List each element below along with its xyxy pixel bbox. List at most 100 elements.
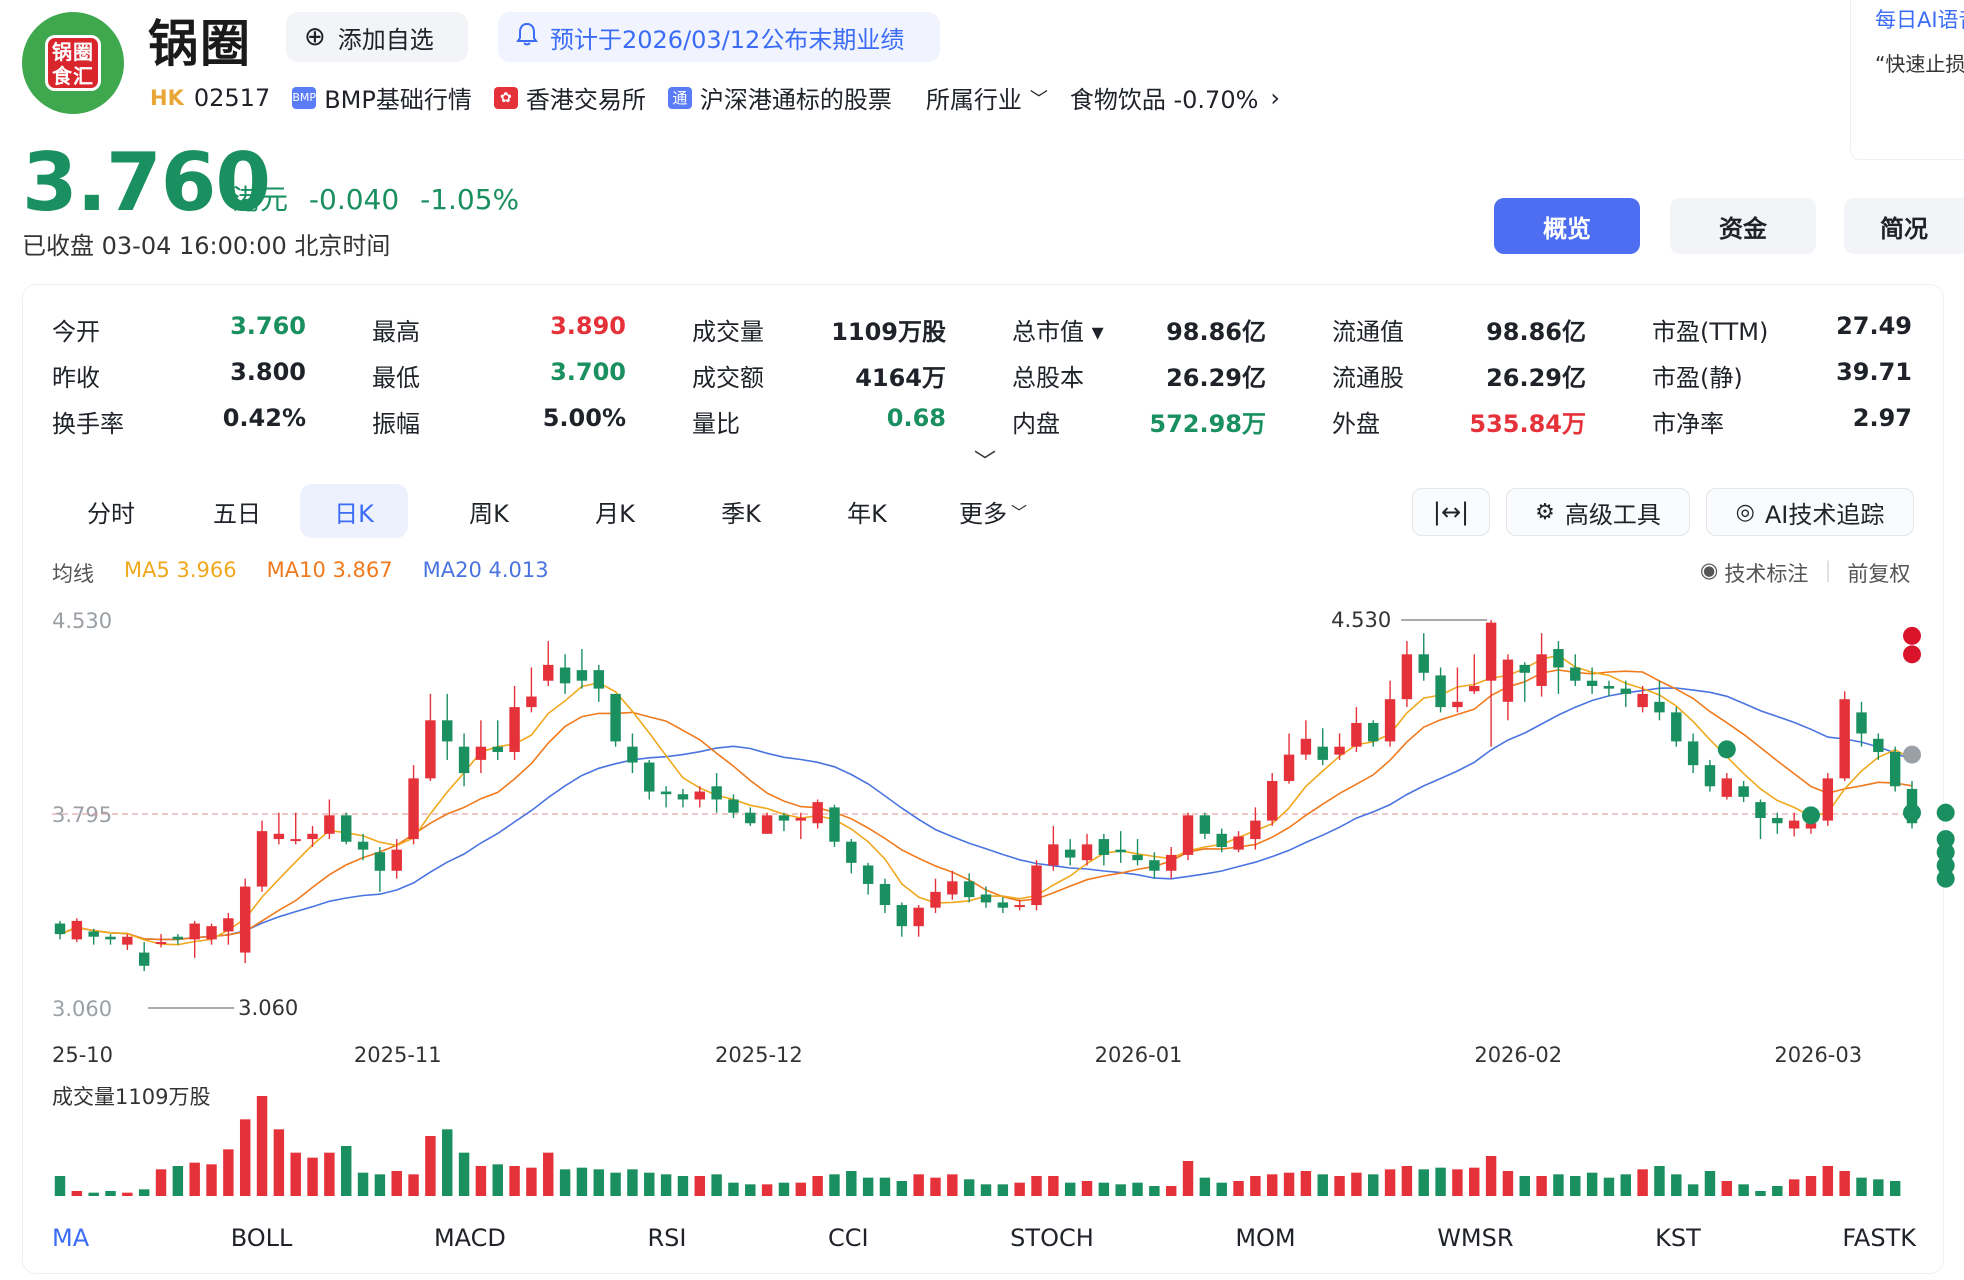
candle-body <box>997 902 1009 908</box>
period-tab-daily[interactable]: 日K <box>300 484 408 538</box>
volume-bar <box>307 1157 318 1196</box>
tab-profile[interactable]: 简况 <box>1844 198 1964 254</box>
quote-cell: 流通股 26.29亿 <box>1332 358 1652 393</box>
volume-bar <box>812 1176 823 1196</box>
volume-bar <box>1418 1169 1429 1196</box>
indicator-tab-boll[interactable]: BOLL <box>230 1224 293 1252</box>
expand-quotes-chevron-icon[interactable]: ﹀ <box>974 450 997 475</box>
volume-bar <box>1014 1182 1025 1196</box>
period-tab-more[interactable]: 更多 ﹀ <box>930 484 1056 538</box>
indicator-tab-mom[interactable]: MOM <box>1235 1224 1296 1252</box>
last-price: 3.760 <box>22 136 271 229</box>
indicator-tab-ma[interactable]: MA <box>52 1224 90 1252</box>
earnings-notice[interactable]: 预计于2026/03/12公布末期业绩 <box>498 12 940 62</box>
candle-body <box>138 952 150 966</box>
volume-bar <box>425 1136 436 1196</box>
candle-body <box>593 670 604 689</box>
indicator-tab-fastk[interactable]: FASTK <box>1842 1224 1916 1252</box>
candle-body <box>812 802 823 824</box>
quote-value: 26.29亿 <box>1166 363 1266 392</box>
hkex-flag-icon: ✿ <box>493 86 518 109</box>
period-tab-monthly[interactable]: 月K <box>595 499 635 528</box>
candle-body <box>1401 654 1413 700</box>
buy-signal-dot <box>1936 803 1955 822</box>
quote-value: 26.29亿 <box>1486 363 1586 392</box>
volume-bar <box>1064 1182 1076 1196</box>
volume-bar <box>1586 1172 1598 1196</box>
period-tab-yearly[interactable]: 年K <box>847 499 887 528</box>
x-axis-label: 25-10 <box>52 1043 113 1067</box>
volume-bar <box>728 1182 739 1196</box>
candle-body <box>1721 778 1733 797</box>
candle-body <box>1873 738 1884 752</box>
volume-bar <box>1098 1182 1110 1196</box>
volume-bar <box>189 1162 200 1196</box>
ma-legend: 均线 MA5 3.966 MA10 3.867 MA20 4.013 <box>52 558 579 588</box>
tab-capital[interactable]: 资金 <box>1670 198 1816 254</box>
ai-voice-card[interactable]: 每日AI语音 “快速止损 <box>1850 0 1964 160</box>
volume-bar <box>340 1146 352 1196</box>
tech-mark-toggle[interactable]: 技术标注 <box>1724 562 1809 586</box>
quote-cell: 换手率 0.42% <box>52 404 372 439</box>
indicator-tab-rsi[interactable]: RSI <box>647 1224 687 1252</box>
indicator-tab-cci[interactable]: CCI <box>828 1224 869 1252</box>
add-watchlist-button[interactable]: ⊕ 添加自选 <box>286 12 468 62</box>
period-tab-intraday[interactable]: 分时 <box>87 499 135 528</box>
candle-body <box>543 664 554 681</box>
period-tab-weekly[interactable]: 周K <box>469 499 509 528</box>
high-marker-label: 4.530 <box>1331 608 1391 632</box>
industry-link[interactable]: 食物饮品 -0.70% › <box>1070 80 1280 115</box>
advanced-tools-button[interactable]: ⚙ 高级工具 <box>1506 488 1690 536</box>
industry-dropdown[interactable]: 所属行业 ﹀ <box>926 80 1048 115</box>
candle-body <box>340 815 352 842</box>
buy-signal-dot <box>1903 803 1921 822</box>
volume-bar <box>761 1184 773 1196</box>
volume-bar <box>930 1177 941 1196</box>
indicator-tab-wmsr[interactable]: WMSR <box>1437 1224 1514 1252</box>
candle-body <box>1182 815 1194 855</box>
candle-body <box>829 807 840 842</box>
adjust-toggle[interactable]: 前复权 <box>1847 562 1911 586</box>
meta-item-connect[interactable]: 通 沪深港通标的股票 <box>667 80 892 115</box>
candle-body <box>1856 712 1867 734</box>
quote-value: 535.84万 <box>1469 409 1586 438</box>
candle-body <box>1283 754 1295 782</box>
quote-label: 总市值 ▾ <box>1012 317 1104 346</box>
candle-body <box>627 746 638 763</box>
candle-body <box>475 746 487 760</box>
candle-body <box>660 791 672 795</box>
candle-body <box>307 833 318 840</box>
quote-grid: 今开 3.760 最高 3.890 成交量 1109万股 总市值 ▾ 98.86亿 流通值 98.… <box>52 306 1920 444</box>
candle-body <box>1115 849 1126 853</box>
volume-bar <box>1856 1177 1867 1196</box>
volume-bar <box>576 1167 588 1196</box>
indicator-tab-stoch[interactable]: STOCH <box>1010 1224 1094 1252</box>
volume-bar <box>374 1174 386 1196</box>
buy-signal-dot <box>1801 806 1820 825</box>
volume-bar <box>509 1166 520 1196</box>
volume-bar <box>947 1174 958 1196</box>
meta-item-hkex[interactable]: ✿ 香港交易所 <box>493 80 646 115</box>
fit-width-button[interactable]: |↔| <box>1412 488 1490 536</box>
period-tab-5day[interactable]: 五日 <box>213 499 261 528</box>
ai-track-button[interactable]: ◎ AI技术追踪 <box>1706 488 1914 536</box>
candle-body <box>1485 622 1497 681</box>
candle-body <box>677 794 689 800</box>
candle-body <box>559 667 571 684</box>
meta-item-bmp[interactable]: BMP BMP基础行情 <box>292 80 472 115</box>
candle-body <box>963 881 975 898</box>
candle-body <box>576 670 588 681</box>
meta-item-label: BMP基础行情 <box>324 86 472 114</box>
candle-body <box>1519 664 1530 673</box>
candle-body <box>1132 854 1143 861</box>
tab-overview[interactable]: 概览 <box>1494 198 1640 254</box>
quote-cell: 振幅 5.00% <box>372 404 692 439</box>
candle-body <box>172 936 184 940</box>
earnings-notice-text: 预计于2026/03/12公布末期业绩 <box>550 25 905 54</box>
period-tab-quarterly[interactable]: 季K <box>721 499 761 528</box>
candle-body <box>408 778 419 840</box>
indicator-tab-kst[interactable]: KST <box>1655 1224 1701 1252</box>
candle-body <box>1553 649 1564 668</box>
indicator-tab-macd[interactable]: MACD <box>433 1224 506 1252</box>
